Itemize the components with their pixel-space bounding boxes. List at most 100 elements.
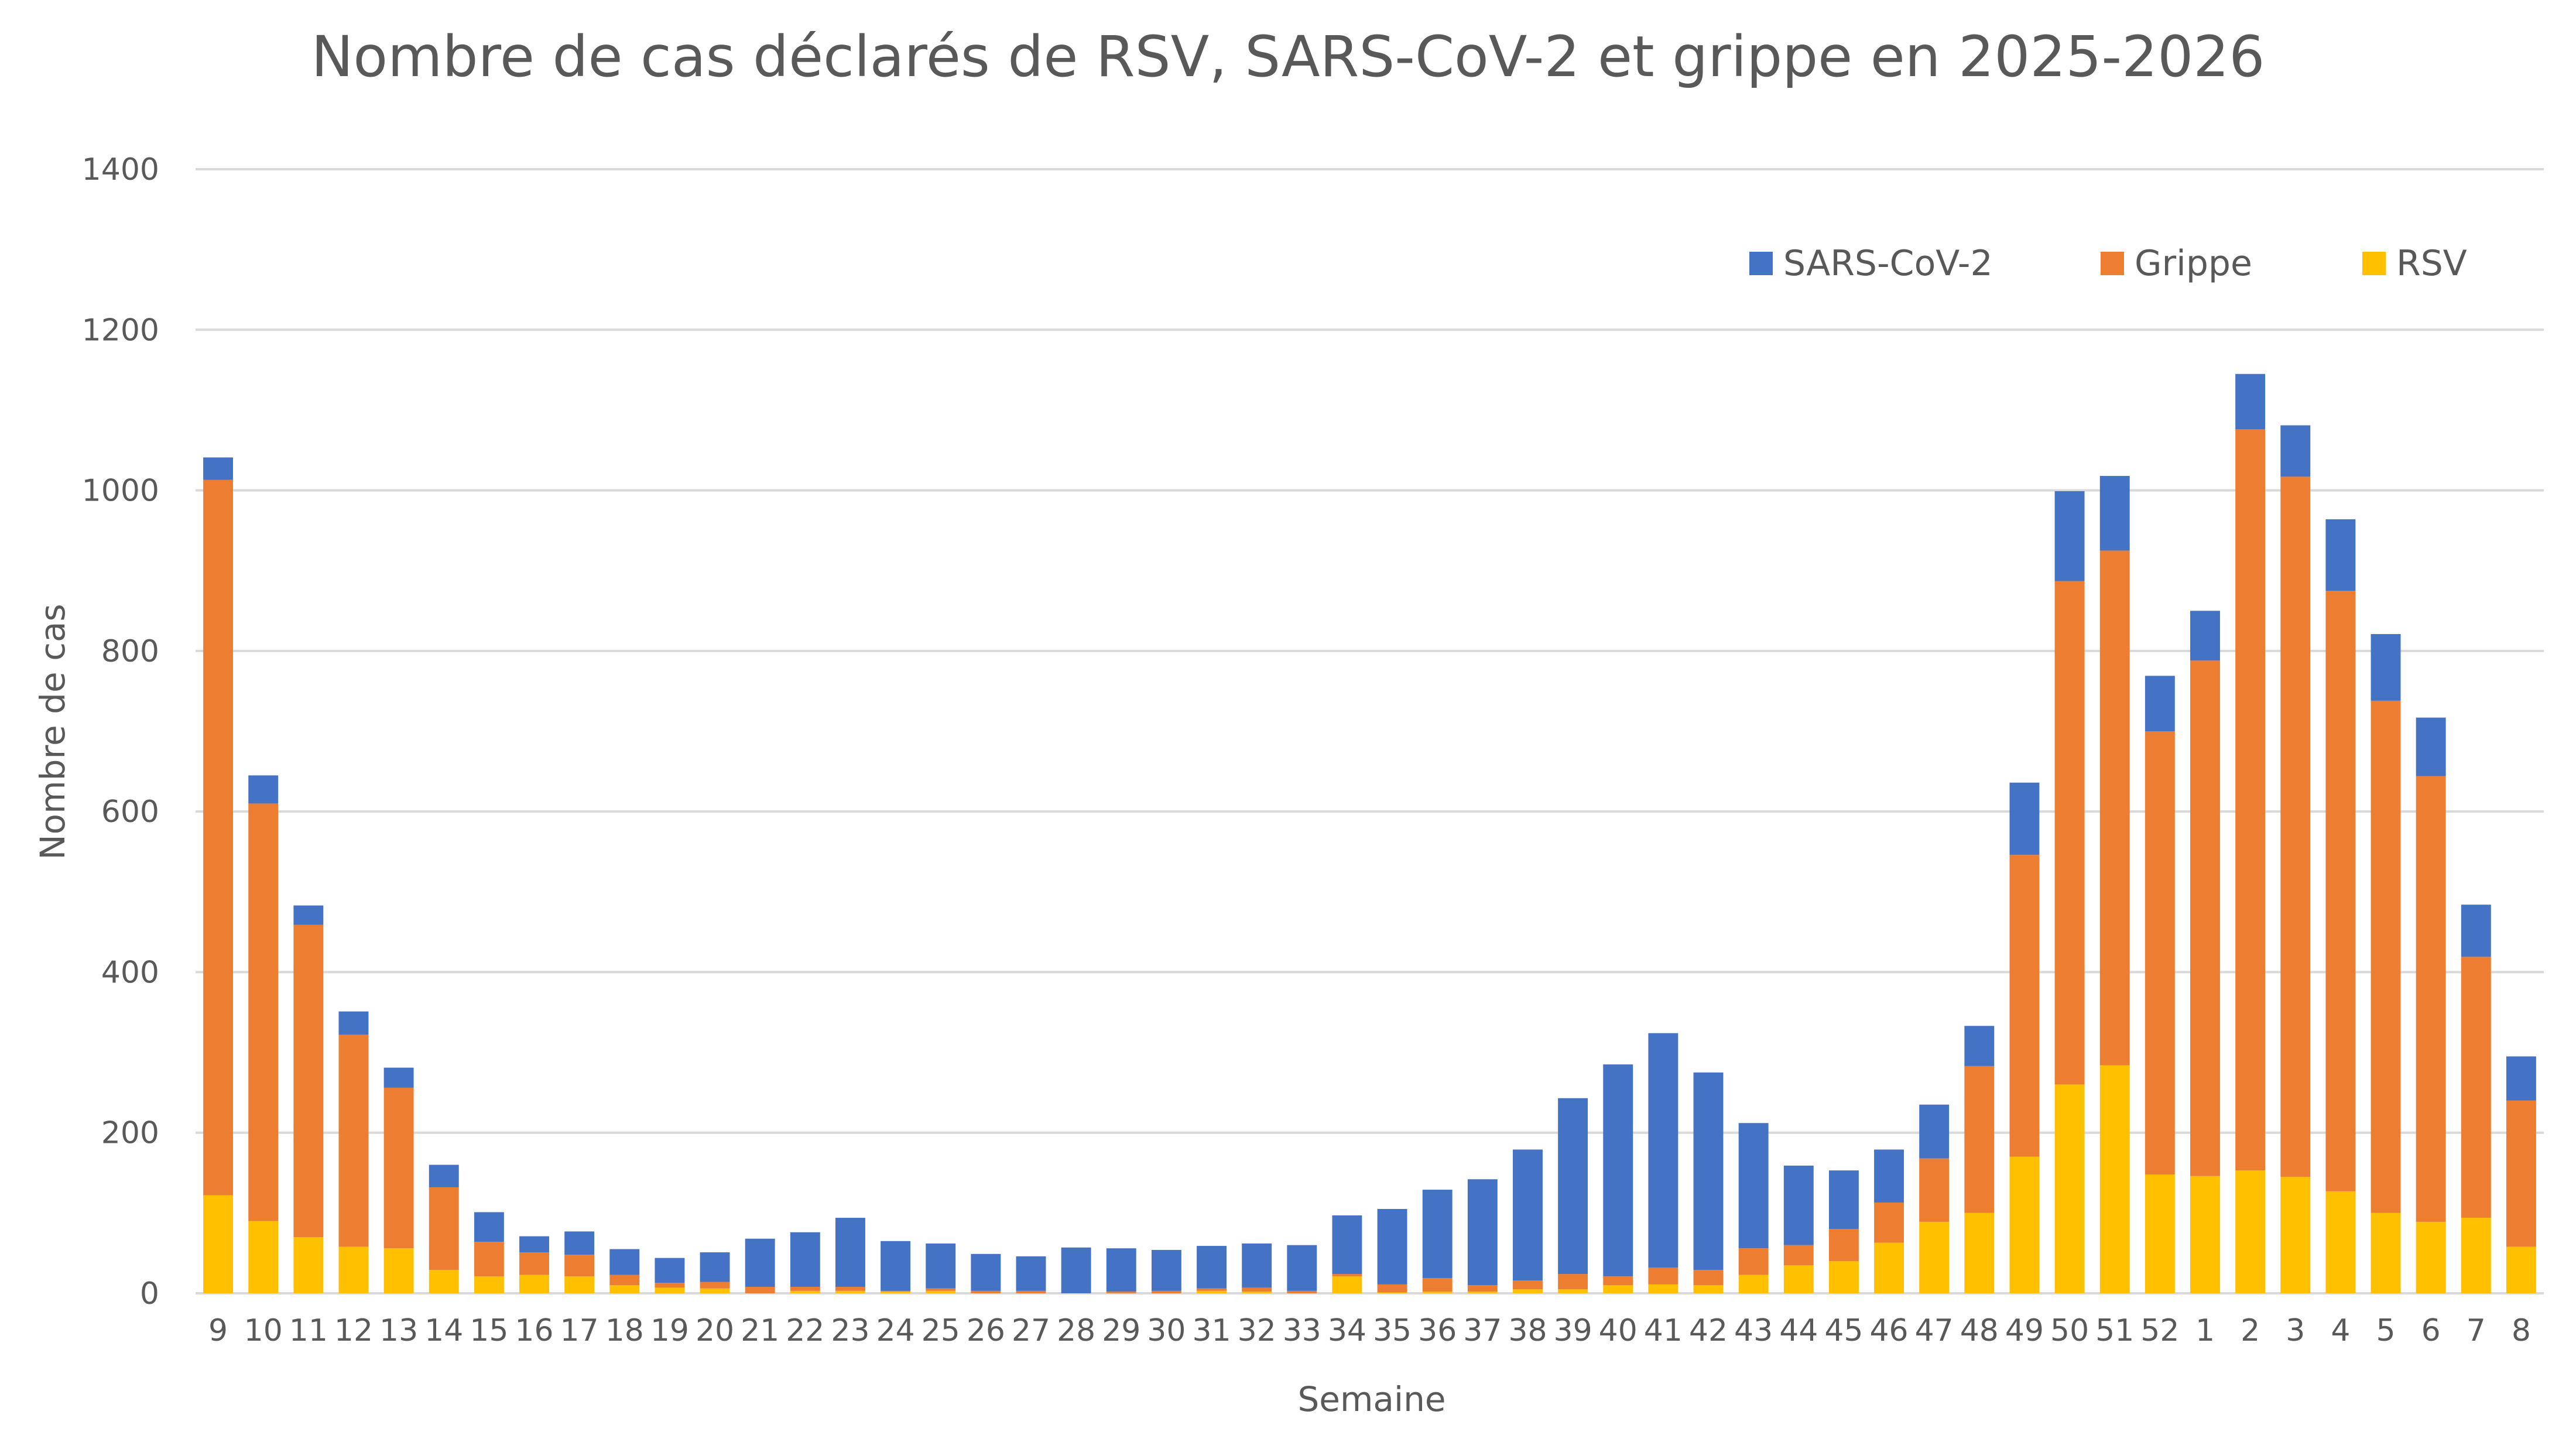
bar-segment-rsv <box>248 1221 279 1293</box>
bar-segment-grippe <box>1919 1158 1950 1222</box>
bar-segment-rsv <box>1242 1292 1272 1293</box>
bar-segment-sars-cov-2 <box>2371 634 2401 701</box>
bar-segment-rsv <box>2325 1191 2356 1293</box>
bar-segment-rsv <box>2145 1174 2175 1293</box>
x-tick-label: 48 <box>1960 1313 1999 1348</box>
bar-segment-sars-cov-2 <box>1467 1179 1498 1286</box>
bar-segment-rsv <box>293 1237 324 1293</box>
bar-segment-grippe <box>293 924 324 1237</box>
bar-segment-rsv <box>1738 1275 1769 1293</box>
bar-segment-sars-cov-2 <box>248 775 279 804</box>
x-tick-label: 8 <box>2512 1313 2531 1348</box>
x-tick-label: 18 <box>605 1313 644 1348</box>
bar-segment-sars-cov-2 <box>2280 425 2311 477</box>
bar-segment-sars-cov-2 <box>1828 1170 1859 1229</box>
bar-stack <box>564 1231 595 1293</box>
bar-segment-sars-cov-2 <box>2054 491 2085 581</box>
x-tick-label: 38 <box>1508 1313 1547 1348</box>
bar-segment-sars-cov-2 <box>519 1236 549 1253</box>
bar-segment-sars-cov-2 <box>338 1011 369 1035</box>
bar-segment-sars-cov-2 <box>1558 1098 1588 1275</box>
bar-segment-grippe <box>926 1288 956 1291</box>
bar-segment-sars-cov-2 <box>1513 1149 1543 1281</box>
x-tick-label: 44 <box>1779 1313 1818 1348</box>
bar-segment-rsv <box>1693 1285 1724 1293</box>
bar-segment-sars-cov-2 <box>2461 905 2491 957</box>
x-tick-label: 16 <box>515 1313 553 1348</box>
bar-segment-rsv <box>203 1195 234 1293</box>
legend-swatch <box>1749 252 1773 275</box>
bar-segment-rsv <box>383 1248 414 1293</box>
bar-segment-rsv <box>700 1288 730 1293</box>
bar-stack <box>971 1253 1001 1293</box>
x-tick-label: 30 <box>1147 1313 1186 1348</box>
bar-segment-rsv <box>2190 1176 2220 1293</box>
bar-stack <box>519 1236 549 1293</box>
bar-stack <box>1558 1098 1588 1293</box>
chart-title: Nombre de cas déclarés de RSV, SARS-CoV-… <box>311 24 2265 90</box>
bar-stack <box>2371 634 2401 1293</box>
x-tick-label: 10 <box>244 1313 283 1348</box>
x-tick-label: 25 <box>922 1313 960 1348</box>
bar-segment-sars-cov-2 <box>926 1243 956 1289</box>
bar-segment-grippe <box>1377 1284 1407 1293</box>
bar-segment-rsv <box>1558 1289 1588 1293</box>
bar-segment-rsv <box>2235 1170 2266 1293</box>
bar-segment-rsv <box>1874 1242 1904 1293</box>
bar-segment-grippe <box>383 1087 414 1249</box>
bar-segment-sars-cov-2 <box>1964 1026 1995 1066</box>
bar-segment-grippe <box>1513 1280 1543 1290</box>
bar-segment-rsv <box>1422 1292 1453 1293</box>
bar-stack <box>1016 1256 1046 1293</box>
bar-segment-sars-cov-2 <box>881 1241 911 1291</box>
x-tick-label: 39 <box>1554 1313 1592 1348</box>
bar-segment-rsv <box>338 1246 369 1293</box>
bar-stack <box>1828 1170 1859 1293</box>
y-tick-label: 400 <box>101 955 159 990</box>
bar-stack <box>2461 905 2491 1293</box>
bar-stack <box>1422 1190 1453 1293</box>
bar-segment-rsv <box>474 1276 504 1293</box>
bar-segment-rsv <box>429 1270 459 1293</box>
bar-segment-grippe <box>1558 1274 1588 1290</box>
bar-segment-grippe <box>2054 581 2085 1085</box>
bars <box>203 374 2536 1293</box>
bar-segment-sars-cov-2 <box>655 1258 685 1283</box>
bar-segment-rsv <box>1783 1265 1814 1293</box>
bar-segment-grippe <box>1828 1229 1859 1262</box>
bar-segment-rsv <box>519 1275 549 1293</box>
x-tick-label: 50 <box>2050 1313 2089 1348</box>
legend-swatch <box>2101 252 2124 275</box>
bar-segment-grippe <box>2325 591 2356 1191</box>
bar-segment-rsv <box>1828 1261 1859 1293</box>
bar-stack <box>609 1249 640 1293</box>
bar-segment-sars-cov-2 <box>609 1249 640 1275</box>
bar-segment-sars-cov-2 <box>1648 1033 1678 1268</box>
bar-segment-sars-cov-2 <box>2190 611 2220 661</box>
bar-segment-rsv <box>1197 1290 1227 1293</box>
bar-segment-rsv <box>1467 1292 1498 1293</box>
x-tick-label: 51 <box>2095 1313 2134 1348</box>
bar-stack <box>1738 1123 1769 1293</box>
bar-stack <box>1693 1072 1724 1293</box>
bar-segment-grippe <box>338 1034 369 1247</box>
x-tick-label: 2 <box>2241 1313 2260 1348</box>
x-tick-label: 37 <box>1463 1313 1502 1348</box>
bar-segment-sars-cov-2 <box>1106 1248 1136 1292</box>
bar-stack <box>2145 676 2175 1293</box>
bar-segment-rsv <box>1919 1221 1950 1293</box>
bar-stack <box>293 905 324 1293</box>
bar-segment-sars-cov-2 <box>1151 1249 1181 1291</box>
bar-segment-sars-cov-2 <box>429 1164 459 1187</box>
legend-label: RSV <box>2396 243 2467 284</box>
bar-stack <box>2325 519 2356 1293</box>
bar-segment-grippe <box>700 1282 730 1289</box>
bar-stack <box>1467 1179 1498 1293</box>
bar-stack <box>1197 1246 1227 1293</box>
bar-segment-grippe <box>971 1290 1001 1293</box>
x-tick-label: 33 <box>1283 1313 1321 1348</box>
bar-segment-sars-cov-2 <box>1016 1256 1046 1291</box>
x-tick-label: 24 <box>876 1313 915 1348</box>
